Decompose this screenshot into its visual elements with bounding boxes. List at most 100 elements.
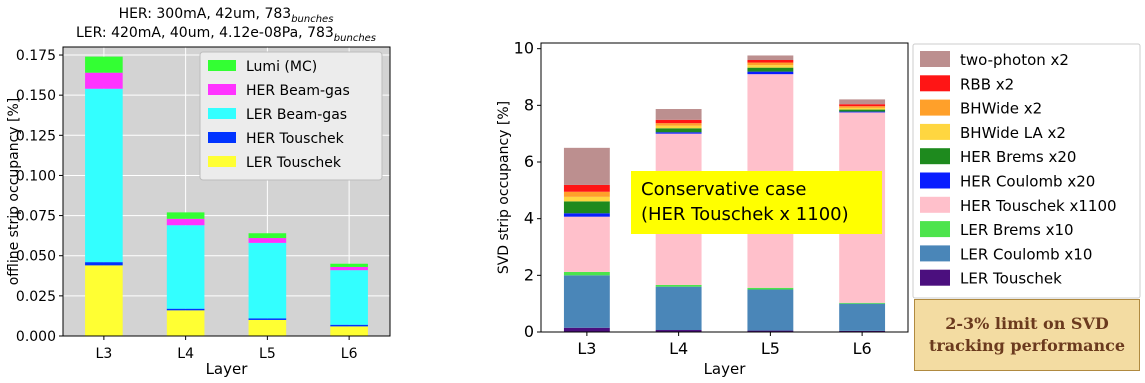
bar-ler-touschek-l6 bbox=[330, 326, 368, 336]
legend-label-rbb-x2: RBB x2 bbox=[960, 75, 1014, 93]
chart-title-line-2: LER: 420mA, 40um, 4.12e-08Pa, 783bunches bbox=[76, 25, 376, 44]
legend-label-her-coulomb-x20: HER Coulomb x20 bbox=[960, 173, 1095, 191]
tracking-limit-box: 2-3% limit on SVD tracking performance bbox=[914, 299, 1140, 371]
x-tick-label-l4: L4 bbox=[177, 346, 194, 362]
bar-ler-brems-x10-l4 bbox=[655, 284, 702, 287]
y-tick-label: 8 bbox=[524, 95, 534, 114]
bar-ler-touschek-l4 bbox=[655, 330, 702, 332]
y-tick-label: 0.125 bbox=[16, 128, 56, 144]
y-tick-label: 0.050 bbox=[16, 249, 56, 265]
axes-frame-1 bbox=[62, 46, 391, 337]
legend-swatch-her-coulomb-x20 bbox=[920, 172, 950, 189]
y-tick-label: 0.175 bbox=[16, 48, 56, 64]
bar-ler-touschek-l4 bbox=[166, 310, 205, 336]
legend-box-1 bbox=[199, 51, 383, 181]
bar-her-coulomb-x20-l3 bbox=[563, 213, 610, 217]
bar-ler-touschek-l5 bbox=[747, 330, 794, 332]
x-tick-label-l5: L5 bbox=[761, 339, 780, 358]
axes-frame-2 bbox=[540, 42, 909, 333]
legend-swatch-her-beam-gas bbox=[208, 84, 236, 95]
bar-ler-coulomb-x10-l5 bbox=[747, 289, 794, 331]
x-tick-label-l6: L6 bbox=[341, 346, 358, 362]
x-axis-label-2: Layer bbox=[704, 360, 747, 378]
x-tick-label-l3: L3 bbox=[577, 339, 596, 358]
bar-ler-beam-gas-l3 bbox=[85, 88, 123, 263]
limit-line-2: tracking performance bbox=[928, 336, 1126, 355]
y-tick-label: 0.100 bbox=[16, 168, 56, 184]
bar-rbb-x2-l5 bbox=[747, 60, 794, 63]
y-tick-label: 0.025 bbox=[16, 289, 56, 305]
bar-ler-beam-gas-l4 bbox=[166, 225, 205, 309]
y-tick-label: 10 bbox=[514, 39, 534, 58]
bar-two-photon-x2-l3 bbox=[563, 147, 610, 185]
bar-her-touschek-x1100-l3 bbox=[563, 216, 610, 272]
bar-her-beam-gas-l3 bbox=[85, 72, 123, 89]
bar-ler-touschek-l3 bbox=[563, 327, 610, 332]
bar-ler-touschek-l5 bbox=[248, 319, 287, 336]
y-tick-label: 0.150 bbox=[16, 88, 56, 104]
bar-her-brems-x20-l6 bbox=[839, 109, 886, 112]
bar-ler-beam-gas-l6 bbox=[330, 270, 368, 325]
y-tick-label: 0 bbox=[524, 322, 534, 341]
bar-ler-coulomb-x10-l4 bbox=[655, 286, 702, 331]
bar-bhwide-la-x2-l5 bbox=[747, 65, 794, 68]
bar-ler-touschek-l3 bbox=[85, 265, 123, 336]
bar-bhwide-la-x2-l3 bbox=[563, 196, 610, 202]
bar-lumi-mc-l3 bbox=[85, 56, 123, 73]
legend-label-ler-coulomb-x10: LER Coulomb x10 bbox=[960, 245, 1092, 263]
bar-bhwide-x2-l3 bbox=[563, 191, 610, 197]
bar-lumi-mc-l6 bbox=[330, 263, 368, 267]
legend-swatch-bhwide-la-x2 bbox=[920, 123, 950, 140]
x-tick-label-l5: L5 bbox=[259, 346, 276, 362]
bar-rbb-x2-l6 bbox=[839, 104, 886, 107]
bar-lumi-mc-l5 bbox=[248, 233, 287, 239]
bar-bhwide-la-x2-l6 bbox=[839, 107, 886, 110]
bar-lumi-mc-l4 bbox=[166, 212, 205, 219]
bar-her-brems-x20-l3 bbox=[563, 201, 610, 214]
legend-swatch-two-photon-x2 bbox=[920, 51, 950, 67]
legend-label-two-photon-x2: two-photon x2 bbox=[960, 51, 1069, 69]
annotation-box bbox=[631, 171, 882, 234]
bar-her-coulomb-x20-l5 bbox=[747, 71, 794, 75]
legend-swatch-ler-beam-gas bbox=[208, 108, 236, 119]
bar-her-touschek-l5 bbox=[248, 318, 287, 320]
legend-label-ler-touschek: LER Touschek bbox=[246, 155, 342, 171]
x-tick-label-l6: L6 bbox=[853, 339, 872, 358]
annotation-line-1: Conservative case bbox=[641, 179, 806, 200]
bar-bhwide-x2-l5 bbox=[747, 62, 794, 66]
legend-label-bhwide-la-x2: BHWide LA x2 bbox=[960, 124, 1066, 142]
legend-label-ler-beam-gas: LER Beam-gas bbox=[246, 107, 347, 123]
bar-rbb-x2-l4 bbox=[655, 119, 702, 124]
bar-ler-coulomb-x10-l3 bbox=[563, 275, 610, 328]
bar-ler-coulomb-x10-l6 bbox=[839, 303, 886, 331]
legend-box-2 bbox=[912, 43, 1141, 299]
bar-bhwide-x2-l6 bbox=[839, 106, 886, 108]
x-tick-label-l4: L4 bbox=[669, 339, 688, 358]
chart-title-line-1: HER: 300mA, 42um, 783bunches bbox=[119, 6, 334, 25]
bar-two-photon-x2-l6 bbox=[839, 99, 886, 105]
x-axis-label-1: Layer bbox=[206, 360, 249, 378]
legend-swatch-her-touschek-x1100 bbox=[920, 196, 950, 213]
legend-label-her-touschek-x1100: HER Touschek x1100 bbox=[960, 197, 1117, 215]
legend-swatch-lumi-mc bbox=[208, 60, 236, 71]
bar-bhwide-la-x2-l4 bbox=[655, 125, 702, 129]
legend-label-lumi-mc: Lumi (MC) bbox=[246, 59, 317, 75]
bar-ler-brems-x10-l5 bbox=[747, 287, 794, 290]
legend-label-her-brems-x20: HER Brems x20 bbox=[960, 148, 1076, 166]
bar-her-beam-gas-l4 bbox=[166, 218, 205, 226]
limit-line-1: 2-3% limit on SVD bbox=[945, 314, 1109, 333]
bar-ler-brems-x10-l3 bbox=[563, 271, 610, 276]
x-tick-label-l3: L3 bbox=[96, 346, 113, 362]
bar-two-photon-x2-l5 bbox=[747, 55, 794, 60]
legend-swatch-bhwide-x2 bbox=[920, 99, 950, 116]
y-tick-label: 6 bbox=[524, 152, 534, 171]
y-tick-label: 4 bbox=[524, 209, 534, 228]
legend-swatch-ler-touschek bbox=[920, 269, 950, 286]
y-tick-label: 0.075 bbox=[16, 209, 56, 225]
legend-label-ler-touschek: LER Touschek bbox=[960, 270, 1062, 288]
bar-her-touschek-l3 bbox=[85, 262, 123, 266]
bar-two-photon-x2-l4 bbox=[655, 109, 702, 120]
bar-her-brems-x20-l4 bbox=[655, 128, 702, 133]
bar-rbb-x2-l3 bbox=[563, 184, 610, 192]
